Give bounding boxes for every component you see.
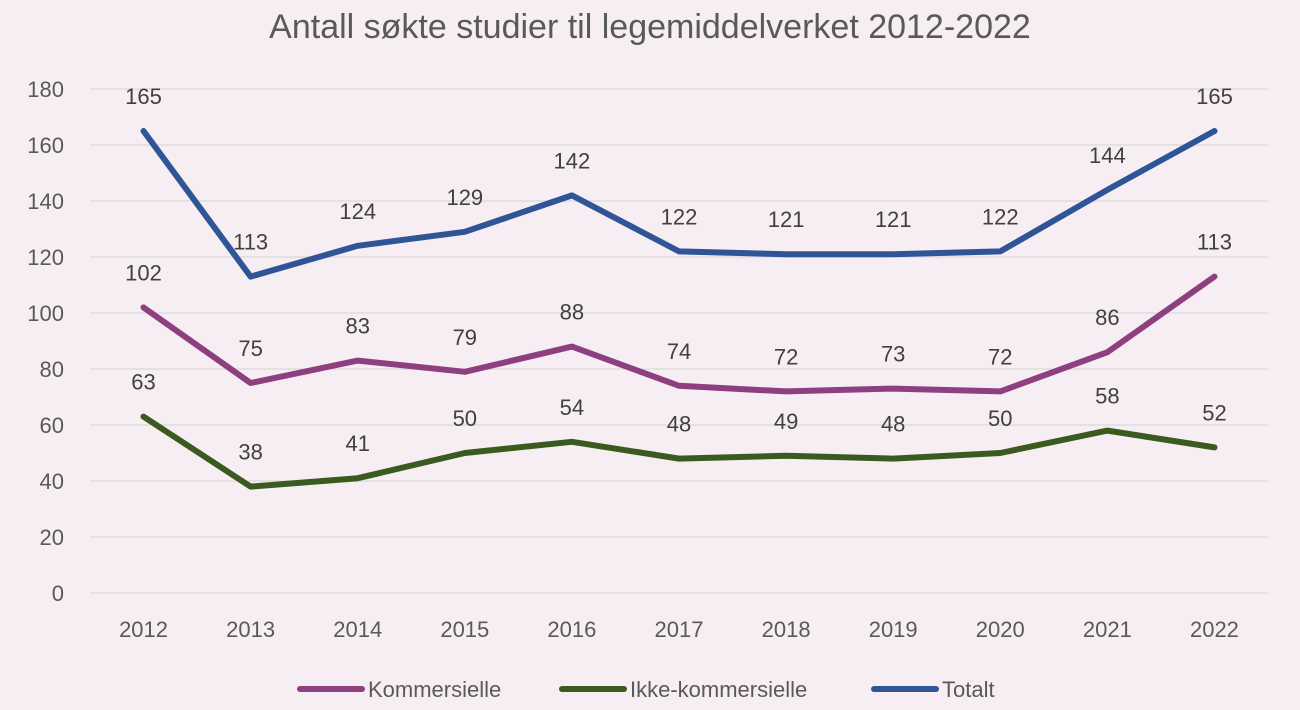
y-tick-label: 40 — [40, 469, 64, 494]
data-label: 73 — [881, 342, 905, 367]
data-label: 165 — [1196, 84, 1233, 109]
data-labels: 102 75 83 79 88 74 72 73 72 86 113 63 38 41 50 54 48 49 48… — [125, 84, 1233, 465]
data-label: 122 — [661, 204, 698, 229]
data-label: 48 — [667, 412, 691, 437]
data-label: 72 — [988, 344, 1012, 369]
data-label: 83 — [345, 314, 369, 339]
data-label: 48 — [881, 412, 905, 437]
data-label: 121 — [768, 207, 805, 232]
data-label: 129 — [446, 185, 483, 210]
data-label: 124 — [339, 199, 376, 224]
y-tick-label: 100 — [27, 301, 64, 326]
y-tick-label: 160 — [27, 133, 64, 158]
data-label: 74 — [667, 339, 691, 364]
y-tick-label: 20 — [40, 525, 64, 550]
x-axis-ticks: 2012 2013 2014 2015 2016 2017 2018 2019 2020 2021… — [119, 617, 1239, 642]
data-label: 113 — [233, 230, 268, 255]
x-tick-label: 2015 — [440, 617, 489, 642]
legend-label: Kommersielle — [368, 677, 501, 702]
legend: Kommersielle Ikke-kommersielle Totalt — [297, 677, 995, 702]
x-tick-label: 2017 — [655, 617, 704, 642]
data-label: 52 — [1202, 400, 1226, 425]
series-line-ikke-kommersielle — [140, 413, 1218, 490]
data-label: 50 — [988, 406, 1012, 431]
data-label: 49 — [774, 409, 798, 434]
y-tick-label: 140 — [27, 189, 64, 214]
data-label: 58 — [1095, 384, 1119, 409]
x-tick-label: 2020 — [976, 617, 1025, 642]
data-label: 79 — [453, 325, 477, 350]
y-tick-label: 0 — [52, 581, 64, 606]
x-tick-label: 2021 — [1083, 617, 1132, 642]
data-label: 88 — [560, 300, 584, 325]
series-line-totalt — [140, 128, 1218, 280]
data-label: 121 — [875, 207, 912, 232]
data-label: 113 — [1197, 230, 1232, 255]
y-tick-label: 120 — [27, 245, 64, 270]
data-label: 41 — [345, 431, 369, 456]
data-label: 165 — [125, 84, 162, 109]
legend-label: Totalt — [942, 677, 995, 702]
data-label: 144 — [1089, 143, 1126, 168]
x-tick-label: 2012 — [119, 617, 168, 642]
series-lines — [140, 128, 1218, 490]
y-axis-ticks: 0 20 40 60 80 100 120 140 160 180 — [27, 77, 64, 606]
legend-label: Ikke-kommersielle — [630, 677, 807, 702]
x-tick-label: 2022 — [1190, 617, 1239, 642]
y-tick-label: 60 — [40, 413, 64, 438]
data-label: 122 — [982, 204, 1019, 229]
data-label: 102 — [125, 260, 162, 285]
x-tick-label: 2014 — [333, 617, 382, 642]
x-tick-label: 2018 — [762, 617, 811, 642]
data-label: 54 — [560, 395, 584, 420]
chart-title: Antall søkte studier til legemiddelverke… — [269, 8, 1031, 46]
data-label: 75 — [238, 336, 262, 361]
series-line-kommersielle — [140, 273, 1218, 395]
data-label: 38 — [238, 440, 262, 465]
y-tick-label: 180 — [27, 77, 64, 102]
data-label: 72 — [774, 344, 798, 369]
x-tick-label: 2019 — [869, 617, 918, 642]
data-label: 50 — [453, 406, 477, 431]
x-tick-label: 2016 — [547, 617, 596, 642]
y-tick-label: 80 — [40, 357, 64, 382]
data-label: 63 — [131, 370, 155, 395]
data-label: 142 — [554, 148, 591, 173]
data-label: 86 — [1095, 305, 1119, 330]
x-tick-label: 2013 — [226, 617, 275, 642]
